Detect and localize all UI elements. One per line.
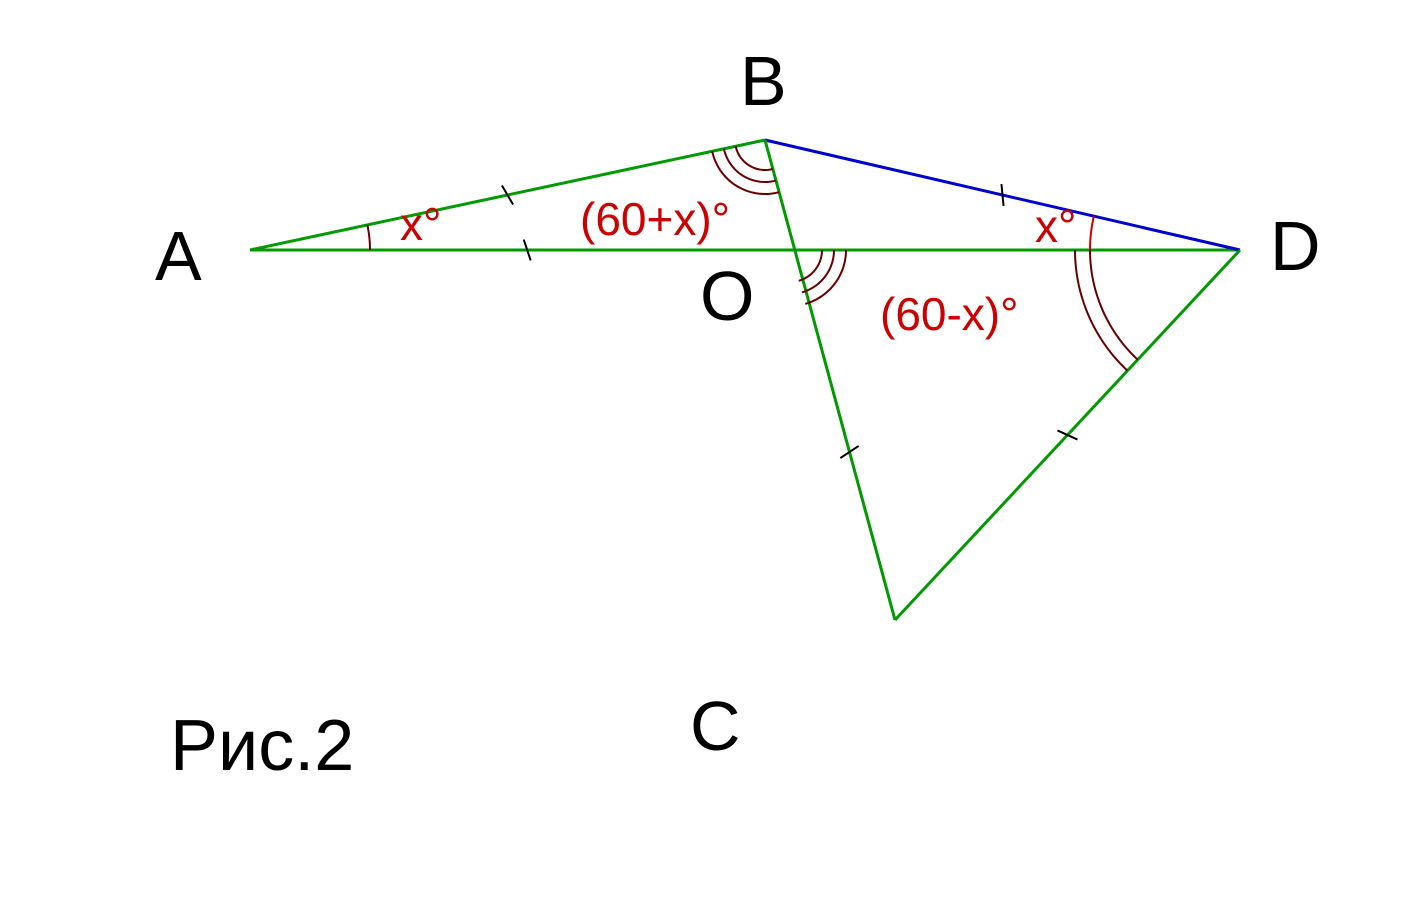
angle-label-2: x°	[1035, 200, 1076, 252]
vertex-label-O: O	[700, 257, 754, 335]
vertex-label-B: B	[740, 42, 787, 120]
angle-label-0: x°	[400, 198, 441, 250]
figure-caption: Рис.2	[170, 706, 354, 786]
vertex-label-D: D	[1270, 207, 1321, 285]
angle-label-3: (60-x)°	[880, 288, 1019, 340]
vertex-label-A: A	[155, 217, 202, 295]
angle-label-1: (60+x)°	[580, 193, 730, 245]
vertex-label-C: C	[690, 687, 741, 765]
